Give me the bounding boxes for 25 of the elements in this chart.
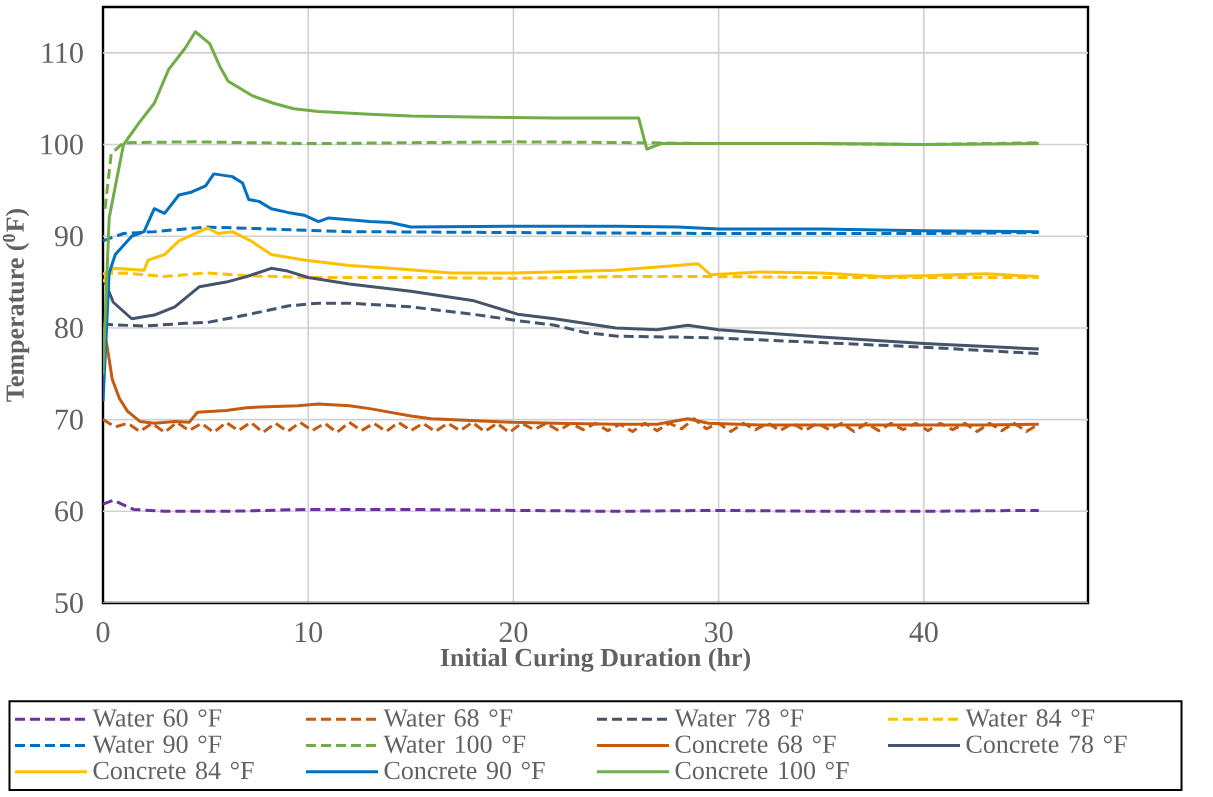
- legend-label: Concrete 78 °F: [966, 735, 1127, 753]
- y-tick-label: 60: [55, 501, 83, 522]
- x-axis-title: Initial Curing Duration (hr): [440, 648, 751, 672]
- y-axis-title: Temperature ($^{0}$F): [2, 209, 30, 402]
- legend-label: Concrete 84 °F: [93, 761, 254, 780]
- y-tick-label: 110: [42, 42, 83, 63]
- x-tick-label: 30: [705, 622, 733, 643]
- legend-label: Water 60 °F: [92, 709, 222, 727]
- y-tick-label: 90: [54, 226, 83, 247]
- x-tick-label: 10: [295, 622, 323, 643]
- legend-label: Water 68 °F: [383, 709, 513, 727]
- y-tick-label: 100: [41, 134, 83, 155]
- x-tick-label: 40: [909, 622, 938, 643]
- y-tick-label: 70: [55, 409, 83, 430]
- legend-label: Water 100 °F: [383, 735, 526, 754]
- legend-label: Concrete 100 °F: [675, 761, 849, 780]
- x-tick-label: 0: [96, 622, 110, 643]
- legend-label: Concrete 68 °F: [675, 735, 836, 753]
- legend-label: Water 78 °F: [674, 709, 804, 727]
- y-tick-label: 50: [55, 592, 83, 614]
- y-tick-label: 80: [55, 317, 83, 339]
- legend-label: Concrete 90 °F: [384, 761, 545, 780]
- x-tick-label: 20: [499, 622, 528, 643]
- legend-label: Water 90 °F: [92, 735, 222, 754]
- legend-label: Water 84 °F: [965, 709, 1095, 727]
